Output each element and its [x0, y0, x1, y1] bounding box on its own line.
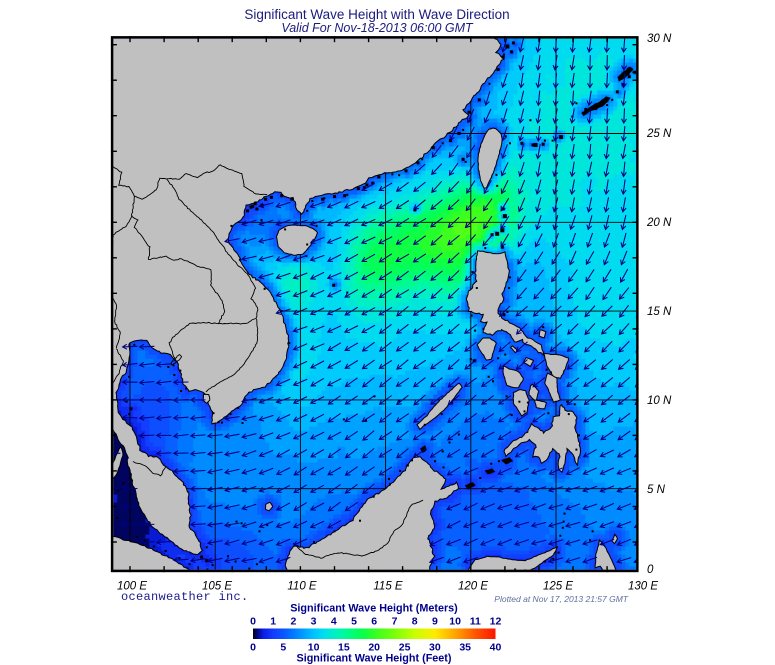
svg-text:Significant Wave Height (Meter: Significant Wave Height (Meters): [290, 603, 458, 615]
svg-text:30: 30: [429, 642, 441, 654]
svg-text:12: 12: [490, 616, 502, 628]
svg-text:9: 9: [432, 616, 438, 628]
svg-text:Valid For Nov-18-2013 06:00 GM: Valid For Nov-18-2013 06:00 GMT: [281, 21, 474, 35]
svg-text:130 E: 130 E: [628, 581, 658, 593]
svg-text:10: 10: [308, 642, 320, 654]
svg-text:5 N: 5 N: [647, 484, 666, 496]
svg-text:Significant Wave Height with W: Significant Wave Height with Wave Direct…: [244, 7, 509, 22]
svg-text:10: 10: [449, 616, 461, 628]
svg-text:3: 3: [311, 616, 317, 628]
svg-text:25: 25: [399, 642, 411, 654]
svg-text:15 N: 15 N: [647, 306, 672, 318]
svg-text:25 N: 25 N: [646, 128, 672, 140]
svg-text:15: 15: [338, 642, 350, 654]
svg-text:115 E: 115 E: [373, 581, 403, 593]
svg-text:4: 4: [331, 616, 337, 628]
svg-text:1: 1: [270, 616, 276, 628]
svg-text:20: 20: [368, 642, 380, 654]
svg-text:20 N: 20 N: [646, 217, 672, 229]
svg-text:0: 0: [250, 616, 256, 628]
svg-text:7: 7: [392, 616, 398, 628]
svg-text:5: 5: [280, 642, 286, 654]
svg-text:100 E: 100 E: [117, 581, 147, 593]
svg-text:125 E: 125 E: [543, 581, 573, 593]
svg-text:0: 0: [647, 564, 654, 576]
svg-text:oceanweather inc.: oceanweather inc.: [121, 590, 249, 604]
svg-text:Plotted at Nov 17, 2013 21:57: Plotted at Nov 17, 2013 21:57 GMT: [494, 594, 629, 604]
svg-text:10 N: 10 N: [647, 395, 672, 407]
svg-text:120 E: 120 E: [458, 581, 488, 593]
svg-text:0: 0: [250, 642, 256, 654]
svg-text:30 N: 30 N: [647, 33, 672, 45]
svg-text:5: 5: [351, 616, 357, 628]
svg-text:11: 11: [470, 616, 481, 628]
svg-text:Significant Wave Height (Feet): Significant Wave Height (Feet): [297, 653, 452, 665]
svg-text:8: 8: [412, 616, 418, 628]
svg-text:110 E: 110 E: [287, 581, 317, 593]
svg-text:40: 40: [490, 642, 502, 654]
svg-text:105 E: 105 E: [202, 581, 232, 593]
svg-text:35: 35: [459, 642, 471, 654]
svg-text:2: 2: [290, 616, 296, 628]
svg-text:6: 6: [371, 616, 377, 628]
